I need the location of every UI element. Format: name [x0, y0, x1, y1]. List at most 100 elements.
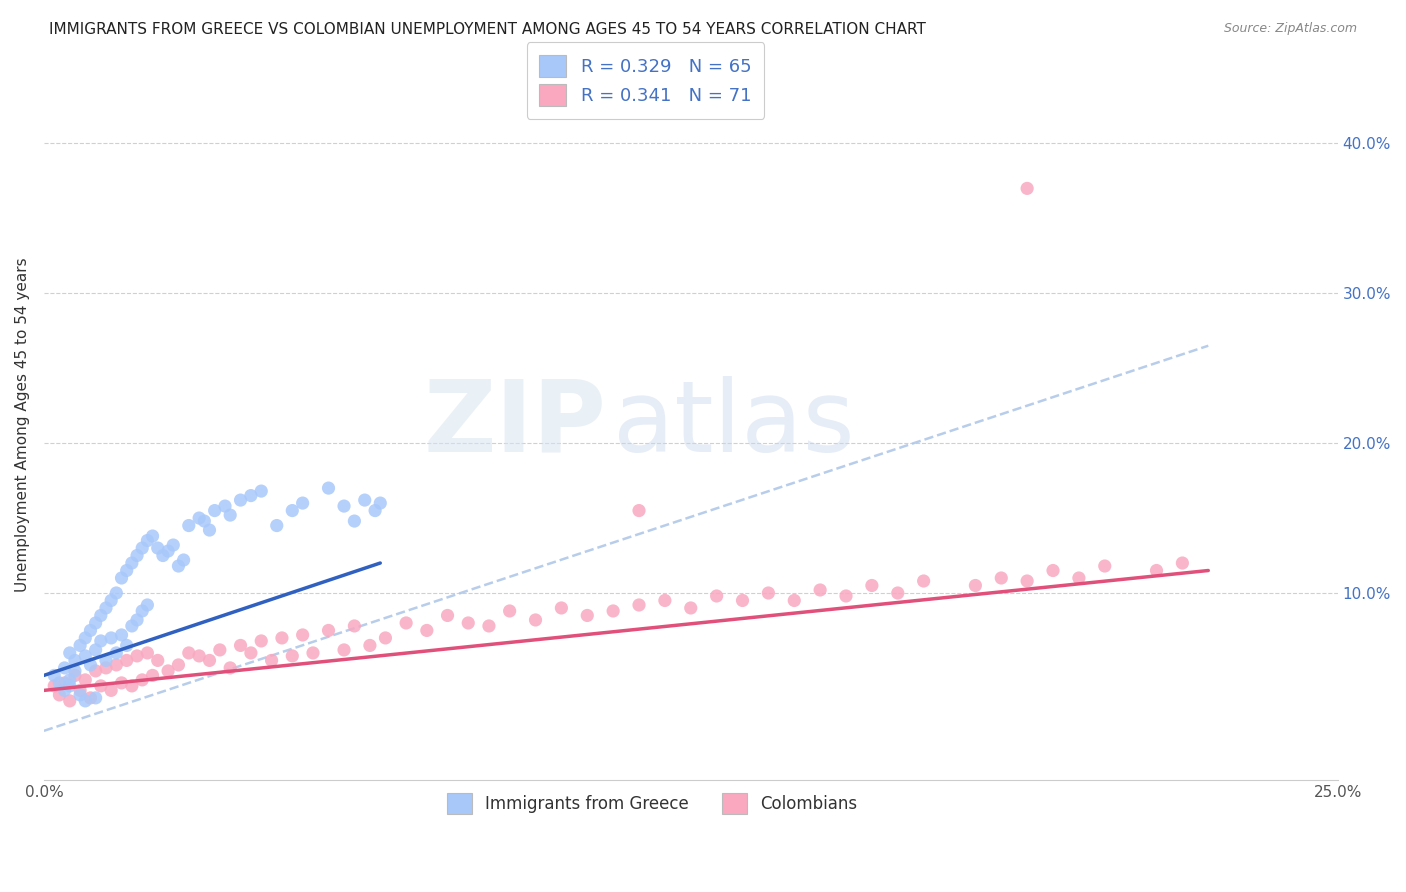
- Text: IMMIGRANTS FROM GREECE VS COLOMBIAN UNEMPLOYMENT AMONG AGES 45 TO 54 YEARS CORRE: IMMIGRANTS FROM GREECE VS COLOMBIAN UNEM…: [49, 22, 927, 37]
- Point: [121, 556, 143, 570]
- Point: [84, 615, 107, 630]
- Point: [250, 484, 273, 499]
- Point: [110, 571, 132, 585]
- Point: [239, 646, 262, 660]
- Point: [333, 643, 356, 657]
- Point: [100, 593, 122, 607]
- Point: [193, 514, 215, 528]
- Point: [63, 668, 86, 682]
- Point: [291, 628, 314, 642]
- Point: [121, 679, 143, 693]
- Point: [84, 664, 107, 678]
- Point: [457, 615, 479, 630]
- Point: [219, 508, 242, 522]
- Point: [177, 518, 200, 533]
- Point: [69, 688, 91, 702]
- Point: [105, 646, 128, 660]
- Point: [121, 619, 143, 633]
- Point: [59, 646, 82, 660]
- Point: [105, 586, 128, 600]
- Point: [654, 593, 676, 607]
- Point: [94, 661, 117, 675]
- Point: [84, 643, 107, 657]
- Text: Source: ZipAtlas.com: Source: ZipAtlas.com: [1223, 22, 1357, 36]
- Point: [53, 683, 76, 698]
- Point: [250, 634, 273, 648]
- Point: [136, 598, 159, 612]
- Point: [198, 523, 221, 537]
- Point: [229, 493, 252, 508]
- Point: [343, 514, 366, 528]
- Point: [157, 664, 180, 678]
- Point: [353, 493, 375, 508]
- Point: [90, 608, 112, 623]
- Point: [79, 690, 101, 705]
- Point: [69, 683, 91, 698]
- Point: [318, 481, 340, 495]
- Point: [808, 582, 831, 597]
- Point: [239, 489, 262, 503]
- Point: [131, 604, 153, 618]
- Point: [302, 646, 325, 660]
- Point: [69, 639, 91, 653]
- Point: [146, 653, 169, 667]
- Point: [75, 648, 97, 663]
- Point: [84, 690, 107, 705]
- Point: [131, 541, 153, 555]
- Point: [59, 679, 82, 693]
- Point: [359, 639, 381, 653]
- Point: [204, 503, 226, 517]
- Point: [136, 533, 159, 548]
- Y-axis label: Unemployment Among Ages 45 to 54 years: Unemployment Among Ages 45 to 54 years: [15, 257, 30, 591]
- Point: [1017, 574, 1039, 588]
- Point: [887, 586, 910, 600]
- Point: [1067, 571, 1090, 585]
- Point: [835, 589, 858, 603]
- Point: [229, 639, 252, 653]
- Point: [125, 613, 148, 627]
- Point: [79, 624, 101, 638]
- Point: [706, 589, 728, 603]
- Point: [1171, 556, 1194, 570]
- Point: [142, 668, 165, 682]
- Point: [627, 503, 650, 517]
- Point: [44, 668, 66, 682]
- Point: [281, 503, 304, 517]
- Point: [131, 673, 153, 687]
- Point: [436, 608, 458, 623]
- Point: [731, 593, 754, 607]
- Point: [100, 631, 122, 645]
- Point: [576, 608, 599, 623]
- Point: [79, 657, 101, 672]
- Point: [142, 529, 165, 543]
- Point: [524, 613, 547, 627]
- Point: [94, 601, 117, 615]
- Point: [125, 549, 148, 563]
- Point: [146, 541, 169, 555]
- Point: [59, 673, 82, 687]
- Point: [48, 688, 70, 702]
- Point: [783, 593, 806, 607]
- Point: [602, 604, 624, 618]
- Point: [395, 615, 418, 630]
- Point: [48, 676, 70, 690]
- Point: [53, 676, 76, 690]
- Point: [1017, 181, 1039, 195]
- Point: [208, 643, 231, 657]
- Point: [965, 578, 987, 592]
- Point: [110, 676, 132, 690]
- Point: [188, 511, 211, 525]
- Point: [59, 694, 82, 708]
- Point: [912, 574, 935, 588]
- Point: [90, 679, 112, 693]
- Point: [100, 683, 122, 698]
- Point: [990, 571, 1012, 585]
- Point: [177, 646, 200, 660]
- Point: [63, 653, 86, 667]
- Point: [374, 631, 396, 645]
- Point: [860, 578, 883, 592]
- Point: [333, 499, 356, 513]
- Point: [219, 661, 242, 675]
- Point: [53, 661, 76, 675]
- Point: [75, 631, 97, 645]
